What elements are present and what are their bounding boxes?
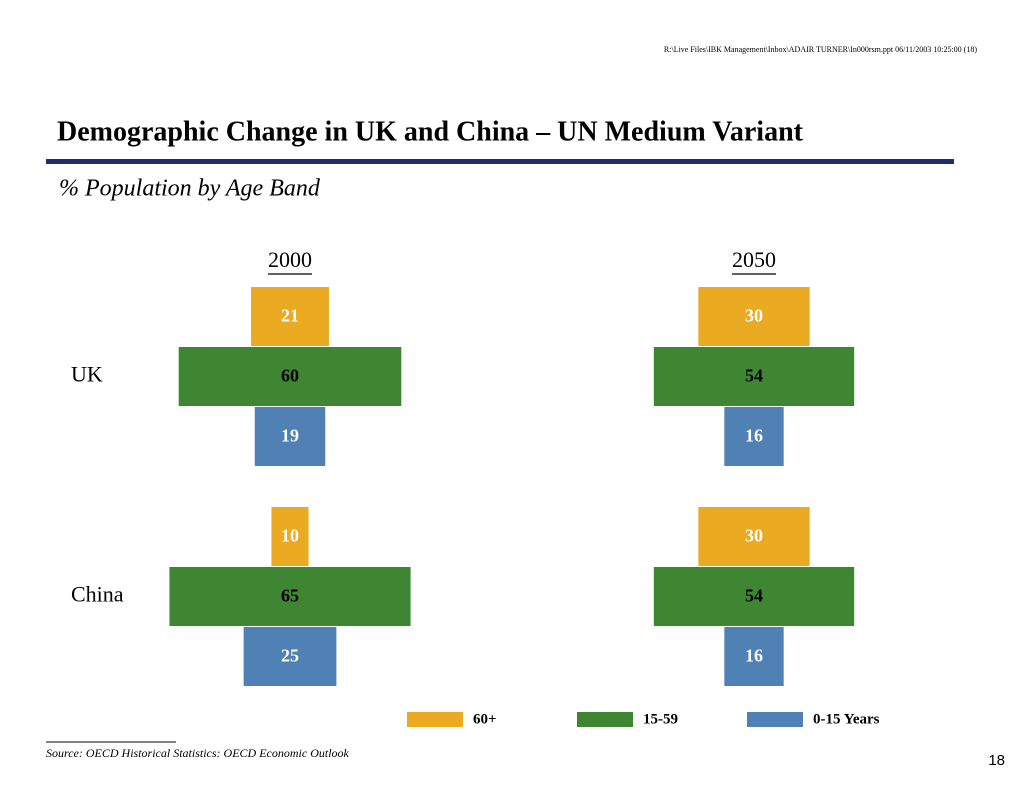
bar [254,407,326,466]
bar [698,507,810,566]
legend-label: 60+ [473,711,497,727]
bar [243,627,337,686]
bar [653,567,855,626]
bar-value-label: 16 [745,646,763,666]
legend-label: 0-15 Years [813,711,880,727]
column-header: 2000 [268,247,312,272]
bar-value-label: 60 [281,366,299,386]
row-label: UK [71,362,103,387]
bar-value-label: 54 [745,586,763,606]
bar-value-label: 25 [281,646,299,666]
bar-value-label: 65 [281,586,299,606]
bar-value-label: 16 [745,426,763,446]
bar-value-label: 30 [745,526,763,546]
bar [178,347,402,406]
legend-swatch [577,712,633,727]
source-note: Source: OECD Historical Statistics: OECD… [46,746,350,760]
bar [169,567,411,626]
bar-value-label: 19 [281,426,299,446]
bar [724,407,784,466]
bar [698,287,810,346]
file-path: R:\Live Files\IBK Management\Inbox\ADAIR… [664,45,977,54]
bar-value-label: 30 [745,306,763,326]
bar [251,287,329,346]
legend-swatch [747,712,803,727]
slide-title: Demographic Change in UK and China – UN … [57,116,804,147]
page-number: 18 [988,752,1005,769]
subtitle: % Population by Age Band [59,176,321,202]
bar-value-label: 10 [281,526,299,546]
legend-label: 15-59 [643,711,678,727]
bar-value-label: 21 [281,306,299,326]
legend-swatch [407,712,463,727]
bar-value-label: 54 [745,366,763,386]
column-header: 2050 [732,247,776,272]
bar [271,507,309,566]
row-label: China [71,582,124,607]
bar [653,347,855,406]
bar [724,627,784,686]
title-rule [46,159,954,164]
